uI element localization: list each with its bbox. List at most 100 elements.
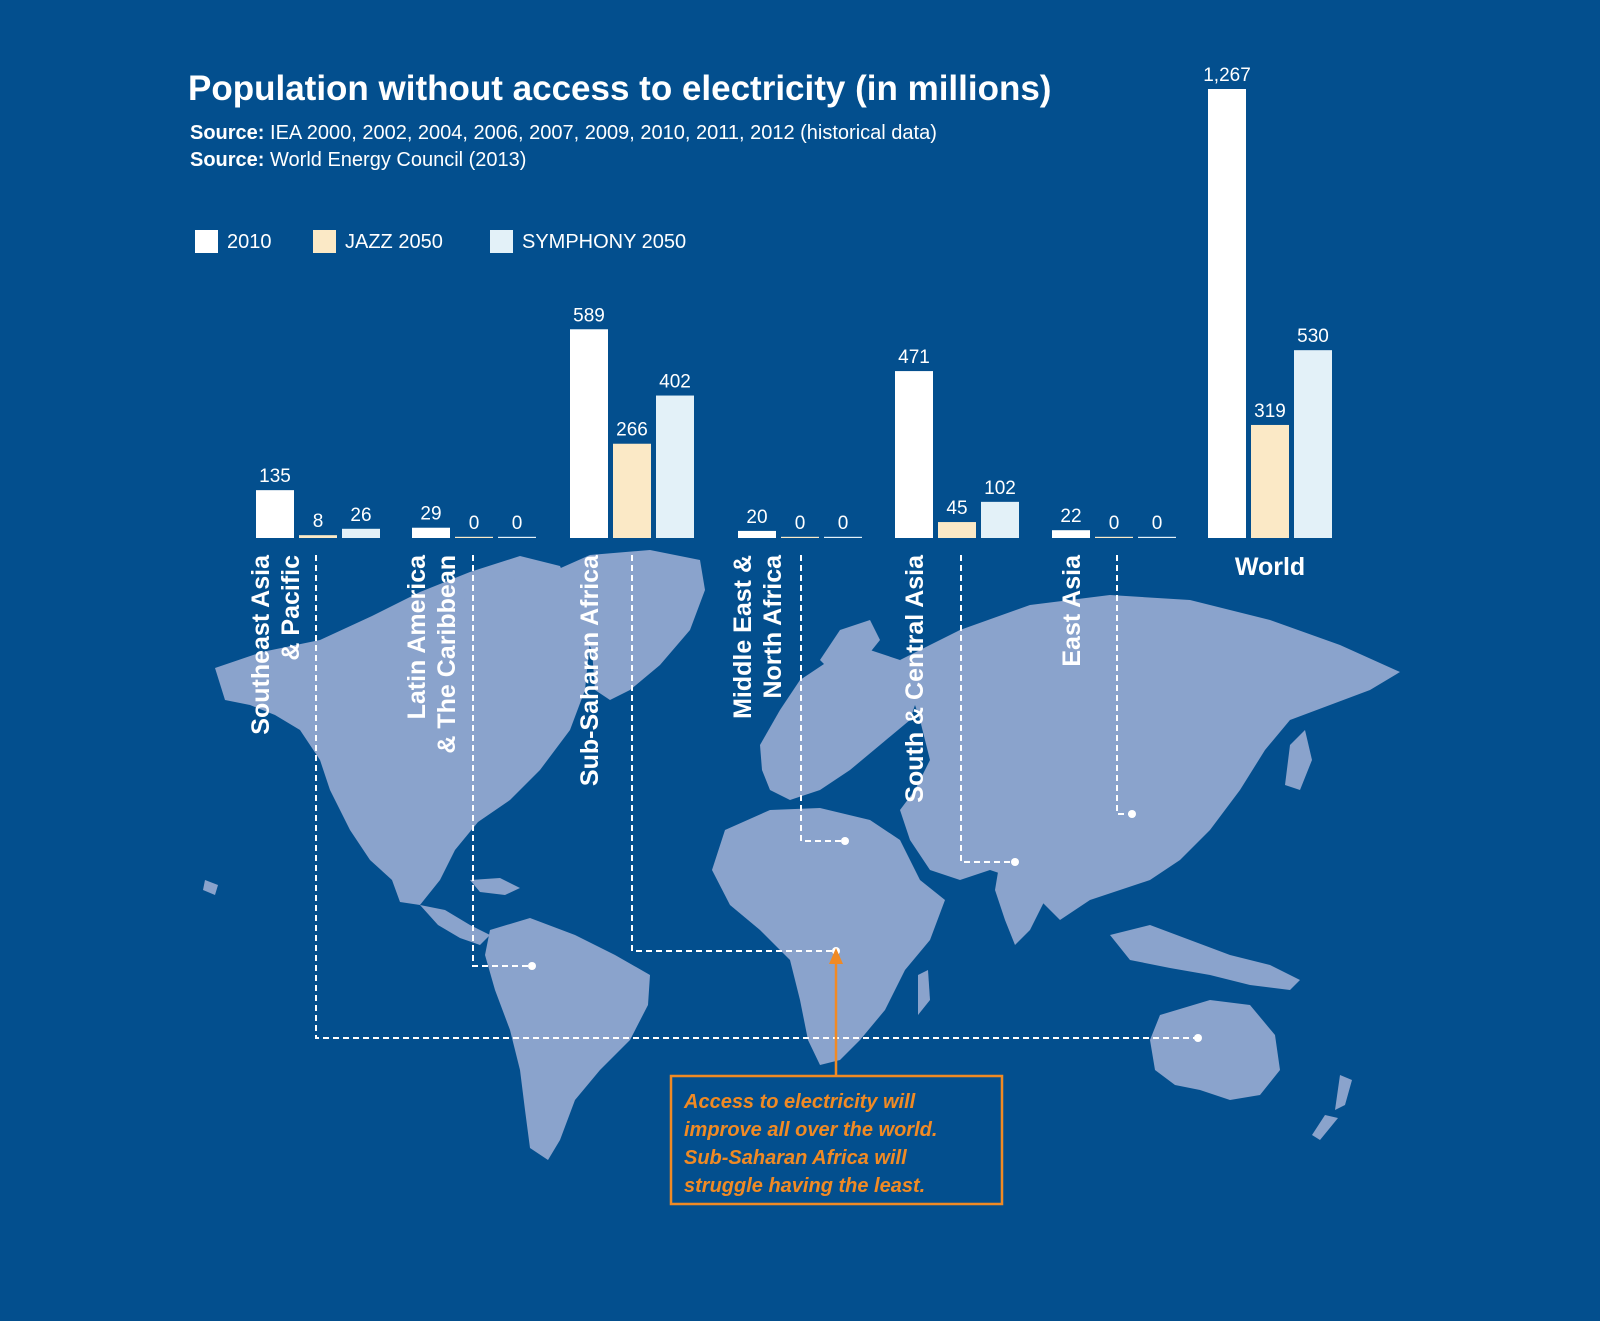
map-madagascar	[918, 970, 930, 1015]
legend: 2010 JAZZ 2050 SYMPHONY 2050	[195, 230, 686, 253]
dot-south-central-asia	[1011, 858, 1019, 866]
bar-1-0	[412, 527, 450, 538]
callout-arrow-head	[829, 948, 843, 964]
region-labels: Southeast Asia & Pacific Latin America & Th…	[247, 553, 1305, 803]
legend-label-jazz: JAZZ 2050	[345, 231, 443, 253]
region-label-3-line-1: North Africa	[759, 554, 787, 699]
bar-1-2	[498, 536, 536, 538]
source-line-1: Source: IEA 2000, 2002, 2004, 2006, 2007…	[190, 122, 937, 144]
value-label-4-2: 102	[984, 478, 1016, 499]
map-asia	[900, 595, 1400, 920]
bar-0-0	[256, 490, 294, 538]
legend-swatch-2010	[195, 230, 218, 253]
value-label-0-2: 26	[350, 505, 371, 526]
bar-3-2	[824, 536, 862, 538]
value-label-0-1: 8	[313, 511, 324, 532]
legend-label-2010: 2010	[227, 231, 272, 253]
region-label-4-line-0: South & Central Asia	[901, 554, 929, 803]
region-label-0-line-0: Southeast Asia	[247, 554, 275, 735]
bar-3-0	[738, 530, 776, 538]
value-label-2-2: 402	[659, 372, 691, 393]
bar-2-0	[570, 329, 608, 538]
bar-4-2	[981, 501, 1019, 538]
world-map	[203, 550, 1400, 1160]
value-label-4-0: 471	[898, 347, 930, 368]
value-label-0-0: 135	[259, 466, 291, 487]
map-japan	[1285, 730, 1312, 790]
map-scandinavia	[820, 620, 880, 680]
map-arctic-islands	[462, 570, 555, 628]
source-1-text: IEA 2000, 2002, 2004, 2006, 2007, 2009, …	[270, 122, 937, 144]
callout-line-2: Sub-Saharan Africa will	[684, 1147, 907, 1169]
value-label-1-2: 0	[512, 513, 523, 534]
connector-southeast-asia	[315, 555, 1198, 1039]
map-southeast-asia-islands	[1110, 925, 1300, 990]
region-label-3-line-0: Middle East &	[729, 555, 757, 719]
map-north-america	[215, 556, 590, 905]
region-label-5-line-0: East Asia	[1058, 554, 1086, 667]
map-greenland	[545, 550, 705, 700]
region-label-0-line-1: & Pacific	[277, 555, 305, 661]
bar-6-2	[1294, 350, 1332, 538]
map-australia	[1150, 1000, 1280, 1100]
connector-sub-saharan-africa	[631, 555, 836, 952]
callout-line-3: struggle having the least.	[684, 1175, 925, 1197]
source-1-label: Source:	[190, 122, 264, 144]
map-africa	[712, 808, 945, 1065]
bar-0-1	[299, 535, 337, 538]
value-label-1-1: 0	[469, 513, 480, 534]
value-label-5-2: 0	[1152, 513, 1163, 534]
map-new-zealand	[1312, 1075, 1352, 1140]
legend-swatch-symphony	[490, 230, 513, 253]
value-label-2-0: 589	[573, 305, 605, 326]
value-label-4-1: 45	[946, 498, 967, 519]
connector-middle-east	[800, 555, 845, 842]
value-label-6-1: 319	[1254, 401, 1286, 422]
source-2-text: World Energy Council (2013)	[270, 149, 526, 171]
bar-6-1	[1251, 424, 1289, 538]
bar-1-1	[455, 536, 493, 538]
chart-title: Population without access to electricity…	[188, 69, 1051, 108]
bar-3-1	[781, 536, 819, 538]
value-labels: 135 8 26 29 0 0 589 266 402 20 0 0 471 45 102 22 0 0 1,267…	[259, 65, 1329, 534]
map-india	[995, 850, 1060, 945]
dot-east-asia	[1128, 810, 1136, 818]
map-central-america	[420, 878, 520, 945]
callout-box	[669, 1074, 1004, 1206]
region-label-6: World	[1235, 553, 1305, 581]
connector-south-central-asia	[960, 555, 1015, 863]
map-alaska-islands	[203, 880, 218, 895]
bar-4-1	[938, 522, 976, 538]
value-label-5-0: 22	[1060, 506, 1081, 527]
value-label-3-2: 0	[838, 513, 849, 534]
callout-text: Access to electricity will improve all ov…	[683, 1091, 937, 1197]
source-2-label: Source:	[190, 149, 264, 171]
bar-4-0	[895, 371, 933, 538]
region-label-1-line-1: & The Caribbean	[433, 555, 461, 754]
dot-southeast-asia	[1194, 1034, 1202, 1042]
connector-latin-america	[472, 555, 532, 967]
bar-5-0	[1052, 530, 1090, 538]
bar-2-2	[656, 395, 694, 538]
source-line-2: Source: World Energy Council (2013)	[190, 149, 526, 171]
value-label-6-0: 1,267	[1203, 65, 1251, 86]
value-label-5-1: 0	[1109, 513, 1120, 534]
bar-0-2	[342, 528, 380, 538]
bar-5-1	[1095, 536, 1133, 538]
value-label-1-0: 29	[420, 504, 441, 525]
dot-middle-east	[841, 837, 849, 845]
dot-latin-america	[528, 962, 536, 970]
value-label-3-1: 0	[795, 513, 806, 534]
value-label-3-0: 20	[746, 507, 767, 528]
region-label-2-line-0: Sub-Saharan Africa	[576, 554, 604, 786]
legend-swatch-jazz	[313, 230, 336, 253]
value-label-6-2: 530	[1297, 326, 1329, 347]
legend-label-symphony: SYMPHONY 2050	[522, 231, 686, 253]
callout-line-0: Access to electricity will	[683, 1091, 916, 1113]
value-label-2-1: 266	[616, 420, 648, 441]
callout-line-1: improve all over the world.	[684, 1119, 937, 1141]
bar-6-0	[1208, 89, 1246, 538]
bar-5-2	[1138, 536, 1176, 538]
